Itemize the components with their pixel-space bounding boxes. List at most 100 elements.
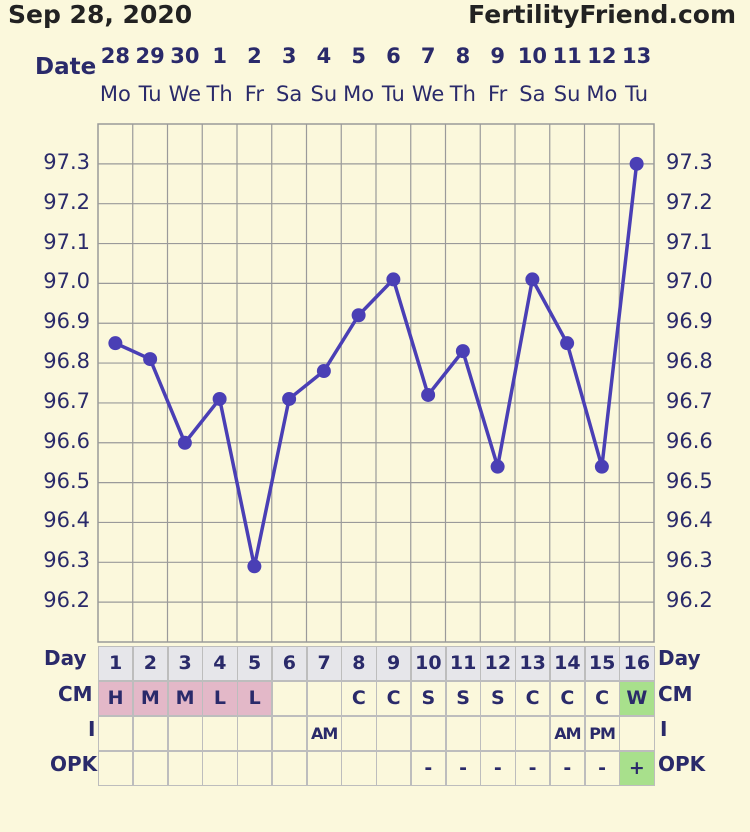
temperature-tick-label-right: 96.2 xyxy=(666,588,713,613)
weekday-tick-label: Mo xyxy=(343,82,375,106)
day-cell: 12 xyxy=(480,646,516,681)
day-cell: 1 xyxy=(98,646,134,681)
temperature-tick-label-left: 96.5 xyxy=(43,468,90,493)
temperature-tick-label-right: 97.0 xyxy=(666,269,713,294)
weekday-tick-label: Tu xyxy=(381,82,405,106)
i-row-label-right: I xyxy=(660,717,668,741)
weekday-tick-label: We xyxy=(168,82,202,106)
day-cell: 14 xyxy=(549,646,585,681)
opk-cell xyxy=(167,751,203,786)
cm-row-label: CM xyxy=(58,682,93,706)
intercourse-cell: AM xyxy=(549,716,585,751)
day-cell: 7 xyxy=(306,646,342,681)
cm-cell: C xyxy=(584,681,620,716)
temperature-tick-label-right: 97.3 xyxy=(666,149,713,174)
temperature-point xyxy=(560,336,575,351)
temperature-tick-label-left: 96.7 xyxy=(43,388,90,413)
temperature-tick-label-left: 96.8 xyxy=(43,349,90,374)
temperature-tick-label-right: 97.2 xyxy=(666,189,713,214)
cm-cell: M xyxy=(167,681,203,716)
temperature-point xyxy=(108,336,123,351)
date-tick-label: 6 xyxy=(386,44,401,68)
opk-cell: - xyxy=(480,751,516,786)
day-cell: 3 xyxy=(167,646,203,681)
date-tick-label: 30 xyxy=(170,44,200,68)
opk-row-label-right: OPK xyxy=(658,752,706,776)
temperature-point xyxy=(629,156,644,171)
intercourse-cell xyxy=(341,716,377,751)
day-row-label-right: Day xyxy=(658,646,701,670)
temperature-point xyxy=(143,352,158,367)
opk-cell: - xyxy=(445,751,481,786)
date-tick-label: 8 xyxy=(455,44,471,68)
temperature-point xyxy=(490,459,505,474)
opk-row-label: OPK xyxy=(50,752,98,776)
date-tick-label: 13 xyxy=(622,44,652,68)
weekday-tick-label: We xyxy=(411,82,445,106)
temperature-tick-label-left: 96.9 xyxy=(43,309,90,334)
day-cell: 8 xyxy=(341,646,377,681)
temperature-tick-label-right: 96.6 xyxy=(666,428,713,453)
opk-cell xyxy=(376,751,412,786)
intercourse-cell xyxy=(132,716,168,751)
day-cell: 16 xyxy=(619,646,655,681)
temperature-tick-label-right: 96.5 xyxy=(666,468,713,493)
intercourse-cell: AM xyxy=(306,716,342,751)
temperature-tick-label-right: 96.3 xyxy=(666,548,713,573)
cm-cell: M xyxy=(132,681,168,716)
temperature-tick-label-left: 97.3 xyxy=(43,149,90,174)
day-cell: 6 xyxy=(271,646,307,681)
temperature-tick-label-right: 96.7 xyxy=(666,388,713,413)
temperature-tick-label-left: 97.2 xyxy=(43,189,90,214)
cm-cell: S xyxy=(445,681,481,716)
cm-cell: L xyxy=(202,681,238,716)
temperature-tick-label-right: 97.1 xyxy=(666,229,713,254)
temperature-point xyxy=(212,391,227,406)
weekday-tick-label: Su xyxy=(553,82,581,106)
intercourse-cell xyxy=(271,716,307,751)
date-tick-label: 28 xyxy=(100,44,130,68)
intercourse-cell xyxy=(480,716,516,751)
cm-cell: C xyxy=(549,681,585,716)
opk-cell xyxy=(306,751,342,786)
date-tick-label: 29 xyxy=(135,44,165,68)
intercourse-cell xyxy=(202,716,238,751)
intercourse-cell xyxy=(410,716,446,751)
weekday-tick-label: Mo xyxy=(586,82,618,106)
day-cell: 10 xyxy=(410,646,446,681)
temperature-tick-label-left: 96.3 xyxy=(43,548,90,573)
date-tick-label: 2 xyxy=(247,44,262,68)
date-tick-label: 11 xyxy=(552,44,582,68)
opk-cell xyxy=(202,751,238,786)
date-tick-label: 4 xyxy=(316,44,332,68)
opk-cell: - xyxy=(549,751,585,786)
date-row-label: Date xyxy=(35,54,97,80)
weekday-tick-label: Sa xyxy=(519,82,546,106)
date-tick-label: 10 xyxy=(517,44,547,68)
temperature-tick-label-left: 96.6 xyxy=(43,428,90,453)
temperature-tick-label-left: 97.0 xyxy=(43,269,90,294)
date-tick-label: 7 xyxy=(420,44,436,68)
site-name[interactable]: FertilityFriend.com xyxy=(468,0,736,29)
cm-cell: H xyxy=(98,681,134,716)
i-row-label: I xyxy=(88,717,96,741)
opk-cell xyxy=(341,751,377,786)
weekday-tick-label: Th xyxy=(206,82,233,106)
temperature-point xyxy=(421,387,436,402)
opk-cell: - xyxy=(515,751,551,786)
temperature-tick-label-right: 96.4 xyxy=(666,508,713,533)
intercourse-cell xyxy=(445,716,481,751)
intercourse-cell xyxy=(376,716,412,751)
intercourse-cell xyxy=(515,716,551,751)
temperature-tick-label-right: 96.8 xyxy=(666,349,713,374)
weekday-tick-label: Tu xyxy=(625,82,649,106)
day-cell: 9 xyxy=(376,646,412,681)
chart-start-date: Sep 28, 2020 xyxy=(8,0,193,29)
opk-cell xyxy=(237,751,273,786)
cm-cell: L xyxy=(237,681,273,716)
temperature-point xyxy=(282,391,297,406)
opk-cell: - xyxy=(410,751,446,786)
cm-cell: S xyxy=(480,681,516,716)
temperature-point xyxy=(525,272,540,287)
